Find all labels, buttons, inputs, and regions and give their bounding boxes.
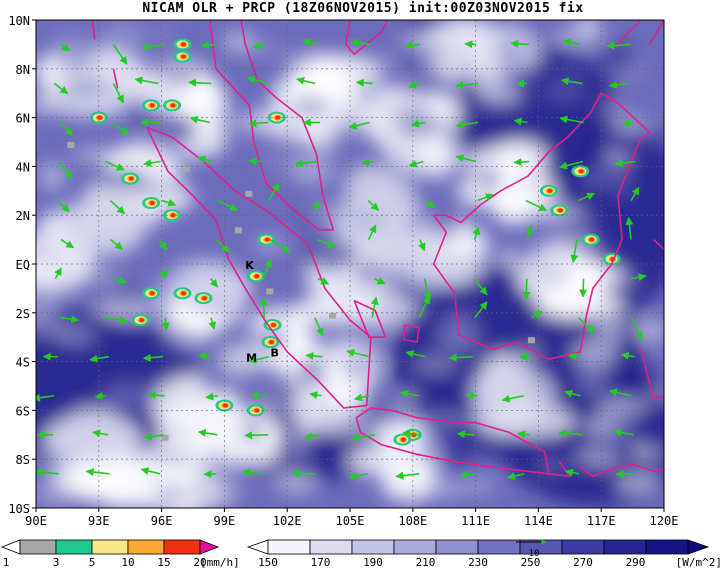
- svg-text:M: M: [246, 352, 257, 365]
- coastlines: [91, 20, 664, 478]
- olr-legend-label: 150: [258, 556, 278, 569]
- wind-vectors: [36, 38, 647, 480]
- precip-legend-label: 10: [121, 556, 134, 569]
- precip-colorbar: 1 3 5 10 15 20[mm/h]: [0, 539, 240, 569]
- svg-text:B: B: [270, 347, 278, 360]
- lat-tick-label: 4N: [16, 160, 30, 174]
- lon-tick-label: 111E: [461, 514, 490, 528]
- axis-ticks: 90E 93E 96E 99E 102E 105E 108E 111E 114E 117E 120E…: [8, 14, 678, 528]
- lon-tick-label: 105E: [336, 514, 365, 528]
- lat-tick-label: 8S: [16, 453, 30, 467]
- reference-vector-label: 10: [529, 549, 540, 559]
- olr-color-bin: [603, 539, 647, 555]
- lat-tick-label: EQ: [16, 258, 30, 272]
- precip-color-bin: [55, 539, 93, 555]
- olr-color-bin: [477, 539, 521, 555]
- lat-tick-label: 6N: [16, 112, 30, 126]
- lat-tick-label: 2N: [16, 209, 30, 223]
- svg-text:K: K: [245, 259, 254, 272]
- lon-tick-label: 108E: [398, 514, 427, 528]
- figure-title: NICAM OLR + PRCP (18Z06NOV2015) init:00Z…: [142, 1, 584, 16]
- lon-tick-label: 99E: [214, 514, 236, 528]
- precip-color-bin: [127, 539, 165, 555]
- olr-legend-label: 270: [573, 556, 593, 569]
- olr-legend-label: 170: [311, 556, 331, 569]
- station-k: K: [245, 259, 254, 272]
- olr-color-bin: [561, 539, 605, 555]
- station-markers: K M B: [245, 259, 279, 365]
- olr-color-bin: [267, 539, 311, 555]
- precip-legend-label: 15: [157, 556, 170, 569]
- station-m: M: [246, 352, 257, 365]
- lat-tick-label: 8N: [16, 63, 30, 77]
- precip-legend-label: 1: [3, 556, 10, 569]
- lat-tick-label: 10N: [8, 14, 30, 28]
- lon-tick-label: 90E: [25, 514, 47, 528]
- olr-unit: [W/m^2]: [676, 556, 722, 569]
- lat-tick-label: 2S: [16, 307, 30, 321]
- precip-unit: [mm/h]: [200, 556, 240, 569]
- precip-color-bin: [91, 539, 129, 555]
- olr-colorbar: 150 170 190 210 230 250 270 290 [W/m^2] 10: [246, 539, 722, 569]
- olr-color-bin: [645, 539, 689, 555]
- precip-legend-label: 5: [89, 556, 96, 569]
- olr-field: [36, 20, 664, 508]
- olr-color-bin: [351, 539, 395, 555]
- lat-tick-label: 4S: [16, 356, 30, 370]
- station-b: B: [270, 347, 278, 360]
- lon-tick-label: 114E: [524, 514, 553, 528]
- olr-color-bin: [393, 539, 437, 555]
- olr-color-bin: [309, 539, 353, 555]
- olr-legend-label: 290: [626, 556, 646, 569]
- lat-tick-label: 10S: [8, 502, 30, 516]
- lat-tick-label: 6S: [16, 404, 30, 418]
- lon-tick-label: 120E: [650, 514, 679, 528]
- precip-legend-label: 20: [193, 556, 206, 569]
- olr-color-bin: [435, 539, 479, 555]
- lon-tick-label: 102E: [273, 514, 302, 528]
- precip-legend-label: 3: [53, 556, 60, 569]
- precip-color-bin: [19, 539, 57, 555]
- lon-tick-label: 93E: [88, 514, 110, 528]
- olr-legend-label: 210: [416, 556, 436, 569]
- olr-legend-label: 250: [521, 556, 541, 569]
- olr-legend-label: 190: [363, 556, 383, 569]
- lon-tick-label: 96E: [151, 514, 173, 528]
- lat-lon-grid: [36, 20, 664, 508]
- lon-tick-label: 117E: [587, 514, 616, 528]
- precip-color-bin: [163, 539, 201, 555]
- olr-legend-label: 230: [468, 556, 488, 569]
